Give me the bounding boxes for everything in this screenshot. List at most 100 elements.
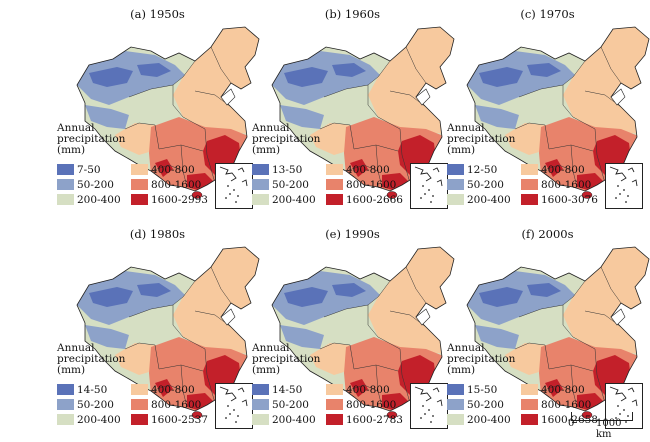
region-lowest-gobi [527, 63, 561, 77]
legend-item: 400-800 [131, 383, 195, 396]
legend-swatch [326, 179, 343, 190]
precipitation-map-panel-6: (f) 2000s Annual precipitation (mm) 15-5… [445, 225, 650, 440]
south-china-sea-inset-map [609, 166, 638, 203]
legend-title-line-3: (mm) [57, 144, 86, 156]
legend-title-line-2: precipitation [252, 133, 321, 145]
legend-title: Annual precipitation (mm) [252, 343, 320, 376]
legend-item: 50-200 [447, 178, 504, 191]
legend-label: 200-400 [77, 193, 121, 206]
region-lowest-taklimakan [89, 67, 133, 87]
legend-label: 200-400 [467, 413, 511, 426]
south-china-sea-inset [605, 383, 643, 429]
legend-item: 50-200 [57, 178, 114, 191]
legend-item: 800-1600 [131, 398, 201, 411]
legend-title-line-1: Annual [57, 342, 95, 354]
scale-bar: 0 1000 km [566, 412, 638, 440]
bohai-sea [610, 88, 626, 106]
legend-swatch [447, 384, 464, 395]
legend-label: 7-50 [77, 163, 101, 176]
south-china-sea-inset-map [414, 386, 443, 423]
legend-label: 15-50 [467, 383, 498, 396]
legend-label: 400-800 [151, 383, 195, 396]
legend-item: 12-50 [447, 163, 497, 176]
legend-item: 1600-2658 [521, 413, 598, 426]
province-boundaries [319, 46, 427, 188]
legend-swatch [326, 414, 343, 425]
legend-item: 200-400 [447, 193, 511, 206]
bohai-sea [415, 308, 431, 326]
legend-title-line-2: precipitation [447, 133, 516, 145]
legend-item: 200-400 [447, 413, 511, 426]
legend-swatch [326, 194, 343, 205]
legend-swatch [57, 384, 74, 395]
scale-bar-zero-label: 0 [568, 418, 575, 429]
region-400-800-tibet [310, 343, 354, 375]
region-highest-yunnan [545, 159, 563, 177]
legend-label: 1600-2537 [151, 413, 208, 426]
legend-swatch [131, 414, 148, 425]
panel-title: (c) 1970s [520, 7, 575, 21]
province-boundaries [319, 266, 427, 408]
precipitation-map-panel-5: (e) 1990s Annual precipitation (mm) 14-5… [250, 225, 455, 440]
scale-bar-distance-label: 1000 km [596, 418, 622, 440]
legend-swatch [252, 194, 269, 205]
legend-label: 800-1600 [346, 178, 397, 191]
legend-label: 800-1600 [151, 398, 202, 411]
legend-item: 1600-2666 [326, 193, 403, 206]
scale-bar-line [571, 412, 633, 421]
south-china-sea-inset [410, 383, 448, 429]
legend-label: 1600-2666 [346, 193, 403, 206]
legend-item: 7-50 [57, 163, 101, 176]
legend-item: 13-50 [252, 163, 302, 176]
hainan-island [386, 411, 398, 419]
panel-title: (f) 2000s [521, 227, 574, 241]
province-boundaries [124, 46, 232, 188]
legend-swatch [521, 194, 538, 205]
legend-swatch [447, 194, 464, 205]
legend-label: 400-800 [346, 383, 390, 396]
region-lowest-gobi [332, 283, 366, 297]
legend-item: 15-50 [447, 383, 497, 396]
legend-swatch [57, 164, 74, 175]
legend-item: 50-200 [57, 398, 114, 411]
region-50-200-qinghai [280, 105, 324, 129]
legend-swatch [252, 164, 269, 175]
legend-item: 800-1600 [326, 398, 396, 411]
legend-item: 800-1600 [326, 178, 396, 191]
region-lowest-gobi [527, 283, 561, 297]
region-50-200-qinghai [475, 325, 519, 349]
legend-title-line-2: precipitation [447, 353, 516, 365]
legend-label: 800-1600 [151, 178, 202, 191]
region-400-800-tibet [115, 123, 159, 155]
legend-label: 200-400 [77, 413, 121, 426]
legend-item: 14-50 [252, 383, 302, 396]
legend-item: 14-50 [57, 383, 107, 396]
legend-title-line-3: (mm) [57, 364, 86, 376]
legend-label: 50-200 [272, 398, 309, 411]
legend-title-line-1: Annual [447, 122, 485, 134]
legend-label: 400-800 [541, 163, 585, 176]
bohai-sea [220, 308, 236, 326]
province-boundaries [124, 266, 232, 408]
legend-item: 1600-3076 [521, 193, 598, 206]
legend: 14-50 50-200 200-400 400-800 800-1600 1600-27… [252, 383, 403, 431]
legend-title-line-3: (mm) [447, 144, 476, 156]
legend-swatch [521, 164, 538, 175]
legend-title: Annual precipitation (mm) [447, 123, 515, 156]
legend-item: 50-200 [252, 178, 309, 191]
legend-item: 400-800 [326, 383, 390, 396]
region-highest-yunnan [350, 159, 368, 177]
region-50-200-qinghai [85, 325, 129, 349]
region-50-200-qinghai [85, 105, 129, 129]
panel-title: (b) 1960s [324, 7, 381, 21]
legend-item: 200-400 [252, 193, 316, 206]
region-highest-yunnan [155, 159, 173, 177]
precipitation-map-panel-1: (a) 1950s Annual precipitation (mm) 7-50… [55, 5, 260, 220]
legend-item: 800-1600 [131, 178, 201, 191]
legend-item: 400-800 [521, 383, 585, 396]
south-china-sea-inset [215, 383, 253, 429]
legend: 12-50 50-200 200-400 400-800 800-1600 1600-30… [447, 163, 598, 211]
legend-title-line-2: precipitation [57, 353, 126, 365]
panel-title: (a) 1950s [130, 7, 185, 21]
legend-item: 1600-2537 [131, 413, 208, 426]
